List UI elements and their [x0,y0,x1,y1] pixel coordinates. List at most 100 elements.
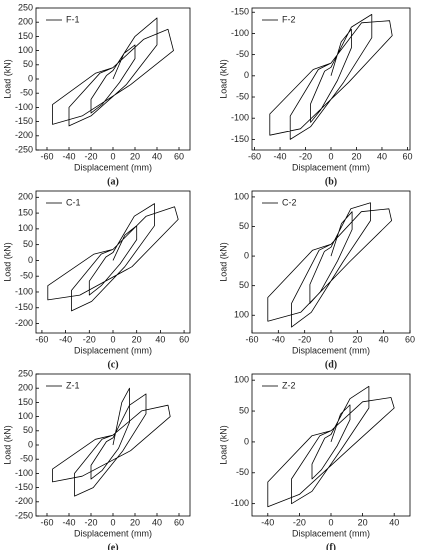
panel-caption: (c) [107,359,118,370]
x-tick-label: -40 [261,517,274,527]
x-tick-label: -20 [298,334,311,344]
x-axis-title: Displacement (mm) [292,162,370,172]
y-tick-label: -50 [20,88,33,98]
x-tick-label: 0 [110,151,115,161]
panel-caption: (d) [325,359,337,370]
y-tick-label: -100 [231,113,249,123]
x-tick-label: 60 [174,517,184,527]
y-tick-label: -200 [15,318,33,328]
x-tick-label: 60 [405,334,415,344]
y-tick-label: 100 [18,45,33,55]
y-tick-label: 150 [18,207,33,217]
x-tick-label: 0 [110,334,115,344]
x-tick-label: -40 [272,334,285,344]
x-tick-label: -40 [62,517,75,527]
legend-label: Z-1 [66,380,80,390]
y-tick-label: 100 [234,191,249,201]
x-axis-title: Displacement (mm) [74,528,152,538]
y-tick-label: 250 [18,2,33,12]
x-axis-title: Displacement (mm) [292,345,370,355]
y-tick-label: -150 [15,116,33,126]
y-tick-label: 200 [18,383,33,393]
x-tick-label: -20 [299,151,312,161]
x-tick-label: 0 [328,151,333,161]
plot-frame [251,373,411,517]
x-tick-label: 40 [389,517,399,527]
panel-caption: (f) [326,542,336,550]
x-tick-label: 60 [179,334,189,344]
x-tick-label: 60 [174,151,184,161]
y-tick-label: 50 [23,59,33,69]
y-axis-title: Load (kN) [2,425,12,465]
x-tick-label: -60 [40,517,53,527]
x-tick-label: 0 [328,334,333,344]
y-tick-label: -150 [15,302,33,312]
y-tick-label: 200 [18,192,33,202]
x-tick-label: 40 [379,334,389,344]
panel-caption: (e) [107,542,118,550]
y-tick-label: 50 [23,425,33,435]
x-tick-label: 20 [352,334,362,344]
x-tick-label: -60 [40,151,53,161]
y-tick-label: -50 [20,454,33,464]
y-tick-label: 50 [23,239,33,249]
y-tick-label: -150 [15,482,33,492]
hysteresis-curve [269,14,393,140]
y-axis-title: Load (kN) [2,242,12,282]
y-axis-title: Load (kN) [2,59,12,99]
panel-caption: (a) [107,176,119,187]
legend-label: F-2 [282,14,296,24]
y-tick-label: -50 [236,467,249,477]
y-tick-label: -50 [20,271,33,281]
x-tick-label: -20 [84,151,97,161]
y-tick-label: -100 [15,468,33,478]
y-tick-label: 50 [239,405,249,415]
x-tick-label: 40 [152,517,162,527]
x-tick-label: -40 [59,334,72,344]
hysteresis-curve [47,203,179,312]
x-tick-label: 20 [351,151,361,161]
legend-label: C-1 [66,197,81,207]
y-tick-label: -50 [236,49,249,59]
x-tick-label: 0 [328,517,333,527]
y-tick-label: 0 [244,250,249,260]
y-tick-label: 0 [244,436,249,446]
x-tick-label: -20 [84,517,97,527]
legend-label: Z-2 [282,380,296,390]
x-axis-title: Displacement (mm) [74,162,152,172]
y-tick-label: 200 [18,17,33,27]
x-tick-label: 20 [130,517,140,527]
y-tick-label: -250 [15,510,33,520]
x-tick-label: 40 [155,334,165,344]
x-tick-label: 40 [377,151,387,161]
y-tick-label: 100 [18,411,33,421]
panel-caption: (b) [325,176,337,187]
hysteresis-curve [52,387,171,497]
y-tick-label: 0 [28,255,33,265]
y-tick-label: 100 [234,310,249,320]
legend-label: C-2 [282,197,297,207]
x-axis-title: Displacement (mm) [292,528,370,538]
x-tick-label: -40 [274,151,287,161]
y-tick-label: 50 [239,280,249,290]
plot-frame [251,7,411,151]
y-tick-label: -250 [15,144,33,154]
plot-frame [35,190,191,334]
y-axis-title: Load (kN) [218,242,228,282]
y-tick-label: 0 [28,73,33,83]
x-tick-label: 40 [152,151,162,161]
hysteresis-curve [267,385,395,508]
y-tick-label: 0 [244,70,249,80]
x-tick-label: -60 [245,334,258,344]
y-axis-title: Load (kN) [218,59,228,99]
y-tick-label: -50 [236,91,249,101]
hysteresis-curve [267,202,392,328]
hysteresis-curve [52,17,174,127]
x-tick-label: 0 [110,517,115,527]
plot-frame [251,190,411,334]
x-tick-label: -60 [35,334,48,344]
y-tick-label: 100 [18,223,33,233]
x-tick-label: 20 [132,334,142,344]
y-tick-label: -100 [15,286,33,296]
